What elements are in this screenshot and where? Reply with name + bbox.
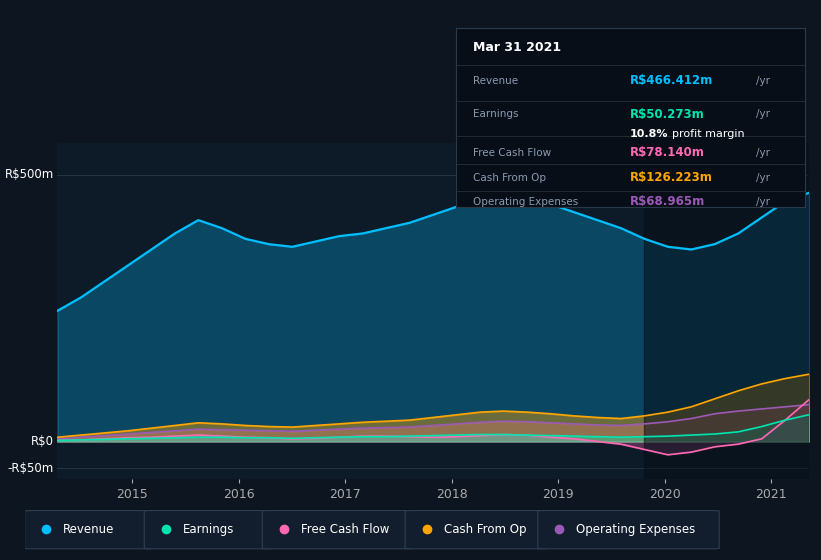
Text: 10.8%: 10.8% xyxy=(631,129,668,139)
FancyBboxPatch shape xyxy=(144,511,272,549)
Text: Earnings: Earnings xyxy=(473,109,519,119)
Text: Revenue: Revenue xyxy=(63,522,115,536)
Text: Earnings: Earnings xyxy=(183,522,234,536)
Text: Free Cash Flow: Free Cash Flow xyxy=(301,522,389,536)
Text: R$78.140m: R$78.140m xyxy=(631,146,705,159)
Text: R$50.273m: R$50.273m xyxy=(631,108,705,120)
Text: Operating Expenses: Operating Expenses xyxy=(473,197,578,207)
Text: Revenue: Revenue xyxy=(473,76,518,86)
Text: R$126.223m: R$126.223m xyxy=(631,171,713,184)
Text: /yr: /yr xyxy=(756,197,770,207)
Text: Mar 31 2021: Mar 31 2021 xyxy=(473,40,562,54)
Text: Cash From Op: Cash From Op xyxy=(443,522,526,536)
Text: /yr: /yr xyxy=(756,147,770,157)
Text: /yr: /yr xyxy=(756,109,770,119)
FancyBboxPatch shape xyxy=(538,511,719,549)
Text: R$466.412m: R$466.412m xyxy=(631,74,713,87)
Text: -R$50m: -R$50m xyxy=(7,461,53,475)
Text: /yr: /yr xyxy=(756,76,770,86)
Bar xyxy=(644,143,809,479)
Text: /yr: /yr xyxy=(756,172,770,183)
Text: R$0: R$0 xyxy=(30,435,53,448)
Text: Free Cash Flow: Free Cash Flow xyxy=(473,147,551,157)
FancyBboxPatch shape xyxy=(25,511,152,549)
Text: R$68.965m: R$68.965m xyxy=(631,195,705,208)
FancyBboxPatch shape xyxy=(405,511,548,549)
FancyBboxPatch shape xyxy=(263,511,413,549)
Text: R$500m: R$500m xyxy=(4,169,53,181)
Text: profit margin: profit margin xyxy=(672,129,745,139)
Text: Cash From Op: Cash From Op xyxy=(473,172,546,183)
Text: Operating Expenses: Operating Expenses xyxy=(576,522,695,536)
